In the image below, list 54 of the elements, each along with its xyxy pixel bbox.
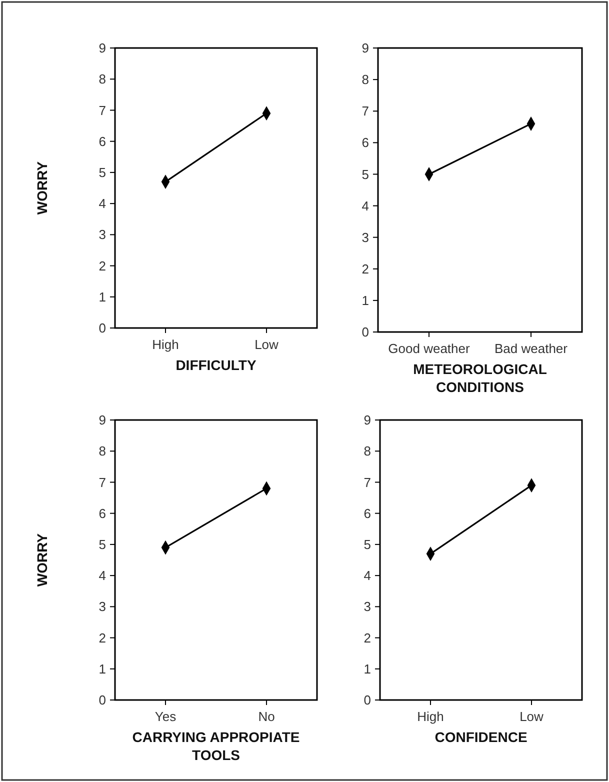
y-tick-label: 4 xyxy=(98,568,106,584)
x-axis-title: CARRYING APPROPIATE TOOLS xyxy=(132,729,300,763)
x-tick-label: Bad weather xyxy=(494,341,568,356)
y-tick-label: 9 xyxy=(98,40,106,56)
y-tick-label: 6 xyxy=(98,134,106,149)
y-tick-label: 8 xyxy=(98,72,106,87)
y-tick-label: 7 xyxy=(98,102,106,118)
y-tick-label: 6 xyxy=(362,135,369,150)
y-axis-title: WORRY xyxy=(34,532,50,587)
y-tick-label: 1 xyxy=(98,289,106,304)
y-tick-label: 9 xyxy=(362,40,369,56)
y-tick-label: 2 xyxy=(362,261,369,276)
y-tick-label: 2 xyxy=(364,630,371,646)
y-tick-label: 7 xyxy=(364,474,371,490)
y-tick-label: 3 xyxy=(98,227,106,242)
x-tick-label: Yes xyxy=(154,709,177,724)
y-tick-label: 8 xyxy=(364,444,371,459)
y-tick-label: 8 xyxy=(362,72,369,88)
y-tick-label: 8 xyxy=(98,444,106,459)
y-tick-label: 5 xyxy=(98,536,106,552)
y-tick-label: 4 xyxy=(98,196,106,212)
y-tick-label: 0 xyxy=(364,692,371,708)
x-tick-label: High xyxy=(152,337,179,352)
y-tick-label: 3 xyxy=(362,230,369,245)
y-tick-label: 1 xyxy=(362,292,369,308)
y-tick-label: 1 xyxy=(98,661,106,676)
x-tick-label: High xyxy=(417,709,444,724)
y-tick-label: 2 xyxy=(98,258,106,274)
x-tick-label: No xyxy=(258,709,275,724)
x-axis-title: DIFFICULTY xyxy=(176,357,257,373)
y-tick-label: 3 xyxy=(98,599,106,614)
y-tick-label: 4 xyxy=(362,198,369,214)
x-tick-label: Low xyxy=(520,709,544,724)
y-tick-label: 9 xyxy=(98,412,106,428)
y-tick-label: 0 xyxy=(98,320,106,336)
y-tick-label: 7 xyxy=(362,104,369,119)
y-tick-label: 4 xyxy=(364,568,371,584)
y-tick-label: 5 xyxy=(98,164,106,180)
y-tick-label: 6 xyxy=(98,506,106,521)
y-axis-title: WORRY xyxy=(34,160,50,215)
x-tick-label: Good weather xyxy=(388,341,470,356)
y-tick-label: 5 xyxy=(364,536,371,552)
x-axis-title: CONFIDENCE xyxy=(434,729,528,745)
y-tick-label: 3 xyxy=(364,599,371,614)
y-tick-label: 0 xyxy=(98,692,106,708)
y-tick-label: 9 xyxy=(364,412,371,428)
y-tick-label: 5 xyxy=(362,166,369,182)
y-tick-label: 7 xyxy=(98,474,106,490)
y-tick-label: 0 xyxy=(362,324,369,340)
y-tick-label: 6 xyxy=(364,506,371,521)
x-axis-title: METEOROLOGICAL CONDITIONS xyxy=(413,361,548,395)
y-tick-label: 1 xyxy=(364,661,371,676)
y-tick-label: 2 xyxy=(98,630,106,646)
x-tick-label: Low xyxy=(254,337,280,352)
